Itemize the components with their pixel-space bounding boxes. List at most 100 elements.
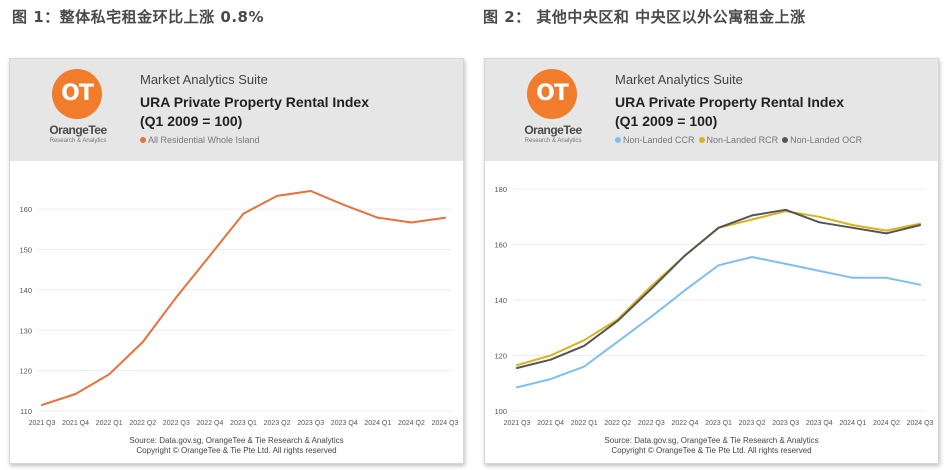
legend-item: Non-Landed RCR — [698, 135, 778, 145]
brand-name: OrangeTee — [49, 123, 107, 137]
data-point — [751, 256, 753, 258]
series-line-non-landed-ccr — [516, 256, 921, 389]
data-point — [309, 190, 312, 192]
y-tick-label: 140 — [19, 286, 32, 295]
data-point — [885, 232, 888, 235]
x-tick-label: 2021 Q4 — [62, 420, 89, 427]
series-line-all-residential-whole-island — [41, 190, 446, 406]
panel-header: OT OrangeTee Research & Analytics Market… — [10, 59, 463, 161]
data-point — [818, 221, 821, 224]
x-tick-label: 2024 Q2 — [398, 420, 425, 427]
x-tick-label: 2024 Q1 — [839, 420, 866, 427]
data-point — [377, 216, 379, 219]
legend-swatch — [140, 137, 146, 143]
x-tick-label: 2023 Q4 — [806, 420, 833, 427]
x-tick-label: 2024 Q2 — [873, 420, 900, 427]
data-point — [919, 283, 921, 286]
x-tick-label: 2021 Q4 — [537, 420, 564, 427]
x-tick-label: 2022 Q1 — [571, 420, 598, 427]
chart-title-line2: (Q1 2009 = 100) — [615, 113, 718, 129]
legend-item: Non-Landed CCR — [615, 135, 695, 145]
legend-item: All Residential Whole Island — [140, 135, 260, 145]
chart-panel-2: OT OrangeTee Research & Analytics Market… — [484, 58, 939, 464]
x-tick-label: 2022 Q3 — [638, 420, 665, 427]
data-point — [74, 393, 77, 395]
source-line: Source: Data.gov.sg, OrangeTee & Tie Res… — [129, 436, 344, 445]
x-tick-label: 2023 Q3 — [297, 420, 324, 427]
x-tick-label: 2023 Q3 — [772, 420, 799, 427]
data-point — [717, 227, 720, 229]
data-point — [616, 340, 619, 343]
data-point — [343, 204, 346, 206]
orangetee-logo-icon: OT — [52, 69, 102, 119]
y-tick-label: 160 — [494, 241, 507, 250]
data-point — [852, 277, 854, 279]
figure-1-caption: 图 1：整体私宅租金环比上涨 0.8% — [12, 8, 264, 26]
data-point — [583, 339, 585, 342]
data-point — [549, 358, 552, 361]
x-tick-label: 2022 Q4 — [196, 420, 223, 427]
y-tick-label: 120 — [494, 352, 507, 361]
brand-subtitle: Research & Analytics — [524, 138, 582, 144]
x-tick-label: 2022 Q4 — [671, 420, 698, 427]
source-note: Source: Data.gov.sg, OrangeTee & Tie Res… — [485, 436, 938, 456]
data-point — [141, 341, 144, 343]
y-tick-label: 140 — [494, 296, 507, 305]
chart-panel-1: OT OrangeTee Research & Analytics Market… — [9, 58, 464, 464]
data-point — [650, 315, 653, 318]
orangetee-logo-icon: OT — [527, 69, 577, 119]
data-point — [242, 212, 245, 215]
x-tick-label: 2021 Q3 — [504, 420, 531, 427]
data-point — [516, 367, 518, 369]
data-point — [444, 216, 446, 219]
suite-label: Market Analytics Suite — [615, 72, 743, 87]
copyright-line: Copyright © OrangeTee & Tie Pte Ltd. All… — [611, 446, 812, 455]
data-point — [818, 270, 821, 272]
legend-label: Non-Landed OCR — [790, 135, 863, 145]
x-tick-label: 2023 Q2 — [739, 420, 766, 427]
y-tick-label: 150 — [19, 246, 32, 255]
data-point — [516, 386, 518, 389]
y-tick-label: 110 — [20, 407, 32, 416]
chart-title-line1: URA Private Property Rental Index — [140, 94, 369, 110]
data-point — [919, 224, 921, 226]
data-point — [108, 373, 110, 376]
data-point — [583, 365, 585, 368]
figure-2-caption: 图 2： 其他中央区和 中央区以外公寓租金上涨 — [483, 8, 806, 26]
data-point — [684, 289, 686, 292]
x-tick-label: 2023 Q1 — [230, 420, 257, 427]
brand-name: OrangeTee — [524, 123, 582, 137]
legend-item: Non-Landed OCR — [782, 135, 862, 145]
x-tick-label: 2023 Q4 — [331, 420, 358, 427]
brand-subtitle: Research & Analytics — [49, 138, 107, 144]
chart-legend: Non-Landed CCR Non-Landed RCR Non-Landed O… — [615, 135, 866, 145]
data-point — [919, 222, 921, 225]
y-tick-label: 100 — [494, 407, 507, 416]
data-point — [175, 296, 178, 298]
data-point — [852, 224, 854, 226]
chart-legend: All Residential Whole Island — [140, 135, 264, 145]
source-line: Source: Data.gov.sg, OrangeTee & Tie Res… — [604, 436, 819, 445]
line-chart-whole-island: 110 120 130 140 150 160 2021 Q3 2021 Q4 2022 Q1 2… — [19, 190, 459, 427]
x-tick-label: 2024 Q1 — [364, 420, 391, 427]
chart-title-line1: URA Private Property Rental Index — [615, 94, 844, 110]
data-point — [885, 229, 888, 232]
data-point — [616, 320, 619, 322]
data-point — [650, 288, 653, 290]
x-tick-label: 2022 Q2 — [604, 420, 631, 427]
data-point — [583, 344, 585, 347]
y-tick-label: 180 — [494, 185, 507, 194]
x-tick-label: 2023 Q1 — [705, 420, 732, 427]
chart-title-line2: (Q1 2009 = 100) — [140, 113, 243, 129]
chart-title: URA Private Property Rental Index (Q1 20… — [615, 93, 844, 131]
x-tick-label: 2024 Q3 — [907, 420, 934, 427]
data-point — [885, 277, 888, 279]
data-point — [209, 254, 211, 257]
x-tick-label: 2024 Q3 — [432, 420, 459, 427]
x-tick-label: 2022 Q1 — [96, 420, 123, 427]
data-point — [717, 264, 720, 267]
chart-title: URA Private Property Rental Index (Q1 20… — [140, 93, 369, 131]
data-point — [784, 263, 787, 265]
line-chart-non-landed-segments: 100 120 140 160 180 2021 Q3 2021 Q4 2022 Q1 2022… — [494, 185, 934, 427]
data-point — [549, 378, 552, 380]
